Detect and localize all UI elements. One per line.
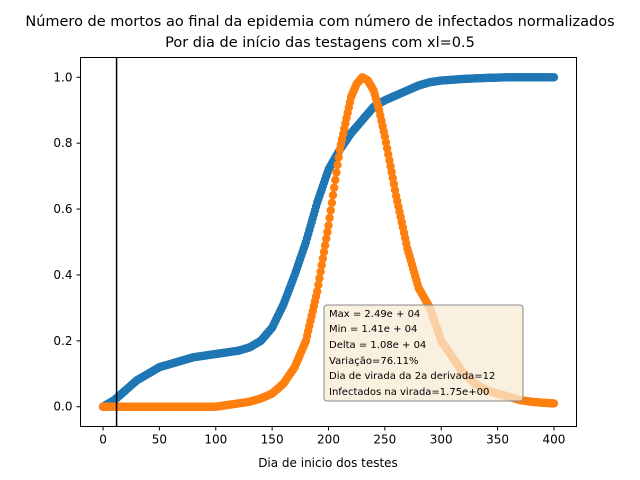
x-tick-label: 300 [430, 433, 453, 447]
y-tick-label: 0.4 [53, 268, 72, 282]
series-2-point [328, 191, 338, 200]
series-1-point [549, 73, 559, 82]
x-tick-label: 350 [486, 433, 509, 447]
x-tick-label: 50 [152, 433, 167, 447]
annotation-line-infectados: Infectados na virada=1.75e+00 [329, 387, 489, 398]
chart-title: Número de mortos ao final da epidemia co… [25, 14, 614, 30]
x-tick-label: 0 [99, 433, 107, 447]
series-2-point [324, 221, 333, 230]
series-2-point [334, 153, 343, 162]
series-2-point [333, 160, 342, 170]
x-axis-label: Dia de inicio dos testes [258, 456, 398, 470]
series-2-point [325, 213, 334, 223]
y-tick-label: 1.0 [53, 70, 72, 84]
annotation-line-min: Min = 1.41e + 04 [329, 324, 417, 335]
y-axis: 0.0 0.2 0.4 0.6 0.8 1.0 [53, 70, 81, 414]
x-tick-label: 100 [204, 433, 227, 447]
x-tick-label: 200 [317, 433, 340, 447]
series-2-point [313, 287, 322, 296]
x-tick-label: 250 [373, 433, 396, 447]
series-2-point [332, 168, 341, 177]
chart-subtitle: Por dia de início das testagens com xl=0… [165, 35, 475, 51]
y-tick-label: 0.0 [53, 400, 72, 414]
annotation-box: Max = 2.49e + 04 Min = 1.41e + 04 Delta … [323, 304, 524, 402]
x-tick-label: 150 [261, 433, 284, 447]
x-tick-label: 400 [543, 433, 566, 447]
series-2-point [322, 234, 331, 243]
annotation-line-variacao: Variação=76.11% [329, 356, 418, 367]
series-2-point [326, 206, 335, 215]
series-2-point [316, 267, 325, 276]
series-2-point [331, 175, 340, 185]
series-2-point [315, 274, 324, 283]
series-2-point [317, 260, 326, 270]
series-2-point [549, 399, 559, 408]
annotation-background [323, 304, 524, 402]
annotation-line-dia-virada: Dia de virada da 2a derivada=12 [329, 371, 495, 382]
y-tick-label: 0.6 [53, 202, 72, 216]
series-2-point [327, 198, 337, 207]
series-2-point [323, 227, 332, 237]
series-2-point [319, 247, 329, 257]
x-axis: 0 50 100 150 200 250 300 350 400 [99, 426, 566, 447]
series-2-point [318, 254, 328, 263]
series-2-point [314, 280, 323, 290]
y-tick-label: 0.8 [53, 136, 72, 150]
annotation-line-max: Max = 2.49e + 04 [329, 309, 420, 320]
series-1 [98, 73, 559, 411]
series-2-point [320, 241, 330, 250]
series-2-point [329, 183, 339, 192]
y-tick-label: 0.2 [53, 334, 72, 348]
annotation-line-delta: Delta = 1.08e + 04 [329, 340, 426, 351]
